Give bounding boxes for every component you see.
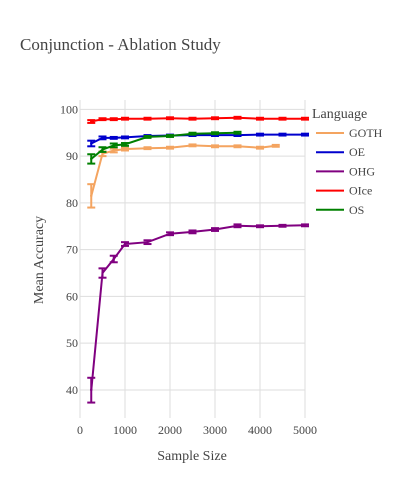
data-point-os [168, 134, 172, 138]
y-tick-label: 60 [66, 289, 78, 303]
y-tick-label: 40 [66, 383, 78, 397]
y-axis-title: Mean Accuracy [32, 216, 47, 304]
data-point-oice [101, 117, 104, 121]
x-tick-label: 4000 [248, 423, 272, 437]
y-tick-label: 90 [66, 149, 78, 163]
data-point-oice [236, 116, 239, 119]
legend-label-goth: GOTH [349, 126, 383, 140]
data-point-os [101, 148, 104, 151]
chart-title: Conjunction - Ablation Study [20, 35, 221, 54]
y-tick-label: 80 [66, 196, 78, 210]
x-tick-label: 0 [77, 423, 83, 437]
data-point-ohg [168, 232, 172, 235]
y-tick-label: 70 [66, 243, 78, 257]
data-point-ohg [90, 388, 93, 392]
data-point-os [191, 132, 194, 135]
data-point-goth [123, 147, 127, 151]
series-goth [87, 143, 280, 209]
data-point-oice [303, 117, 307, 120]
data-point-ohg [101, 271, 104, 275]
x-axis-title: Sample Size [157, 449, 227, 464]
y-tick-label: 50 [66, 336, 78, 350]
data-point-os [236, 131, 239, 134]
series-ohg [87, 223, 309, 404]
data-point-oe [101, 136, 104, 140]
y-tick-labels: 40 50 60 70 80 90 100 [60, 102, 78, 397]
data-point-goth [236, 145, 239, 148]
data-point-oe [123, 136, 127, 139]
legend-label-os: OS [349, 203, 364, 217]
legend-item-oe[interactable]: OE [316, 145, 365, 159]
data-point-oe [258, 133, 262, 136]
legend[interactable]: Language GOTH OE OHG OIce OS [312, 107, 383, 217]
x-tick-label: 1000 [113, 423, 137, 437]
data-point-oice [258, 117, 262, 120]
x-tick-label: 2000 [158, 423, 182, 437]
data-point-goth [191, 144, 194, 147]
data-point-oice [168, 117, 172, 120]
legend-item-os[interactable]: OS [316, 203, 364, 217]
data-point-ohg [303, 224, 307, 227]
data-point-goth [146, 146, 149, 150]
data-point-oice [281, 117, 284, 120]
legend-item-oice[interactable]: OIce [316, 184, 372, 198]
data-point-goth [90, 194, 93, 198]
data-point-oe [303, 133, 307, 136]
data-point-oice [191, 117, 194, 120]
data-point-goth [112, 149, 115, 152]
y-tick-label: 100 [60, 102, 78, 116]
x-tick-labels: 0 1000 2000 3000 4000 5000 [77, 423, 317, 437]
data-point-os [112, 144, 115, 147]
data-point-os [146, 135, 149, 139]
data-point-ohg [112, 257, 115, 261]
data-point-ohg [191, 230, 194, 234]
data-point-goth [101, 152, 104, 155]
x-tick-label: 5000 [293, 423, 317, 437]
series-layer [87, 115, 309, 404]
data-point-goth [274, 144, 277, 148]
data-point-ohg [258, 225, 262, 228]
legend-label-ohg: OHG [349, 164, 375, 178]
data-point-goth [258, 146, 262, 149]
series-os [87, 130, 242, 165]
series-oice [87, 115, 309, 124]
data-point-goth [213, 145, 217, 148]
data-point-ohg [146, 240, 149, 244]
data-point-goth [168, 146, 172, 149]
legend-label-oe: OE [349, 145, 365, 159]
data-point-oice [90, 120, 93, 123]
legend-item-ohg[interactable]: OHG [316, 164, 375, 178]
data-point-ohg [236, 224, 239, 227]
data-point-oice [213, 117, 217, 120]
data-point-oice [146, 117, 149, 120]
data-point-os [90, 157, 93, 161]
data-point-oe [112, 136, 115, 140]
data-point-ohg [281, 224, 284, 227]
x-tick-label: 3000 [203, 423, 227, 437]
series-line-goth [90, 144, 276, 197]
data-point-oice [112, 117, 115, 121]
data-point-os [123, 143, 127, 146]
data-point-ohg [123, 242, 127, 246]
legend-label-oice: OIce [349, 184, 372, 198]
data-point-ohg [213, 228, 217, 231]
data-point-os [213, 132, 217, 135]
data-point-oe [281, 133, 284, 136]
legend-title: Language [312, 107, 367, 122]
grid [79, 100, 306, 418]
legend-item-goth[interactable]: GOTH [316, 126, 383, 140]
data-point-oice [123, 117, 127, 120]
data-point-oe [90, 142, 93, 145]
